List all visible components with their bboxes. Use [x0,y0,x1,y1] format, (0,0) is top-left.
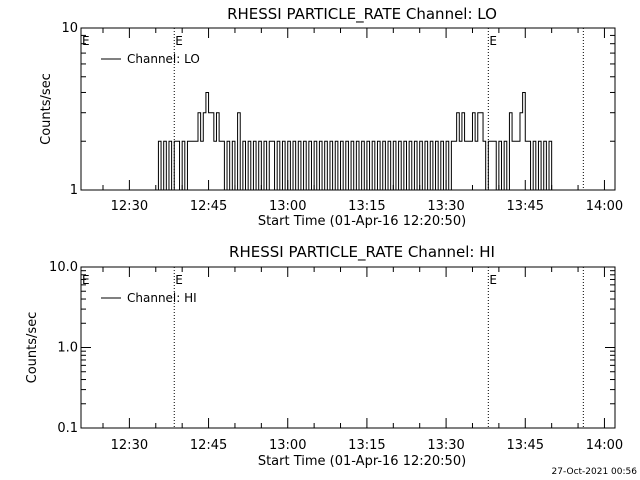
x-tick-label: 13:45 [507,438,544,453]
y-tick-label: 0.1 [57,421,78,436]
x-tick-label: 12:45 [190,438,227,453]
x-axis-label: Start Time (01-Apr-16 12:20:50) [258,214,466,229]
x-tick-label: 12:30 [111,438,148,453]
y-tick-label: 10 [61,21,78,36]
x-tick-label: 13:30 [427,199,464,214]
event-marker-label: E [489,34,497,48]
event-marker-label-left: E [82,34,90,48]
x-tick-label: 13:30 [427,438,464,453]
event-marker-label-left: E [82,273,90,287]
y-axis-label: Counts/sec [39,73,54,145]
series-line [155,91,555,191]
event-marker-label: E [489,273,497,287]
x-axis-label: Start Time (01-Apr-16 12:20:50) [258,454,466,469]
y-tick-label: 1 [70,183,78,198]
y-tick-label: 1.0 [57,341,78,356]
x-tick-label: 14:00 [586,438,623,453]
y-axis-label: Counts/sec [25,312,40,384]
footer-timestamp: 27-Oct-2021 00:56 [552,467,638,477]
x-tick-label: 13:00 [269,438,306,453]
event-marker-label: E [175,34,183,48]
x-tick-label: 13:15 [348,199,385,214]
chart-title: RHESSI PARTICLE_RATE Channel: HI [229,243,495,262]
chart-panel-lo: RHESSI PARTICLE_RATE Channel: LO Counts/s… [39,5,623,229]
x-tick-label: 13:00 [269,199,306,214]
chart-panel-hi: RHESSI PARTICLE_RATE Channel: HI Counts/s… [25,243,623,469]
x-tick-label: 14:00 [586,199,623,214]
chart-title: RHESSI PARTICLE_RATE Channel: LO [227,5,497,24]
x-tick-label: 12:30 [111,199,148,214]
legend-entry: Channel: HI [127,291,197,305]
y-tick-label: 10.0 [49,260,78,275]
x-tick-label: 12:45 [190,199,227,214]
legend-entry: Channel: LO [127,52,200,66]
x-tick-label: 13:45 [507,199,544,214]
x-tick-label: 13:15 [348,438,385,453]
event-marker-label: E [175,273,183,287]
